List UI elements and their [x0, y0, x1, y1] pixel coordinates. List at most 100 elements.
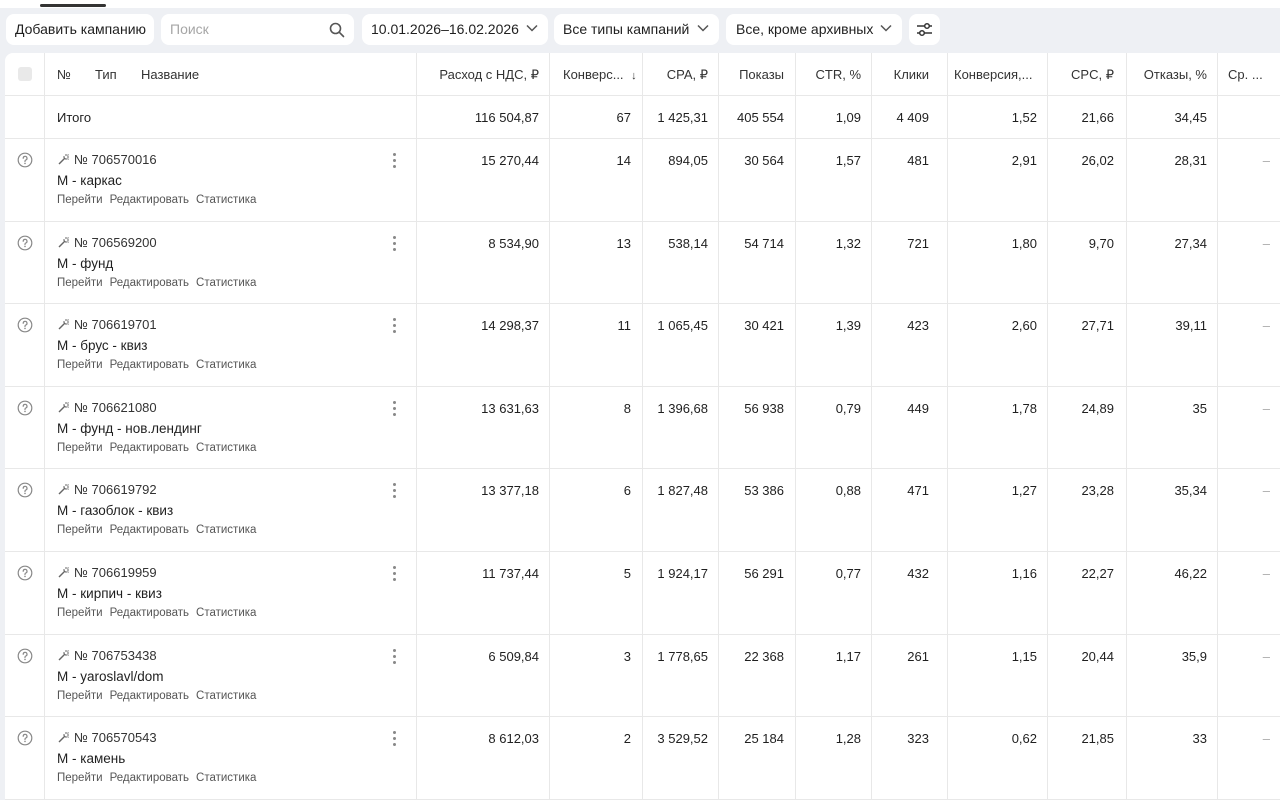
campaign-id[interactable]: № 706570016 [57, 152, 157, 167]
campaign-id[interactable]: № 706619959 [57, 565, 157, 580]
total-impressions: 405 554 [737, 110, 784, 125]
cell-conv-rate: 1,80 [1011, 235, 1037, 251]
link-stats[interactable]: Статистика [196, 689, 257, 702]
search-icon[interactable] [329, 22, 345, 38]
header-ctr[interactable]: CTR, % [815, 67, 862, 82]
campaign-links: Перейти Редактировать Статистика [57, 607, 263, 619]
link-go[interactable]: Перейти [57, 359, 103, 372]
link-go[interactable]: Перейти [57, 607, 103, 619]
cell-clicks: 261 [907, 648, 929, 664]
header-spend[interactable]: Расход с НДС, ₽ [439, 67, 539, 82]
header-clicks[interactable]: Клики [893, 67, 929, 82]
link-edit[interactable]: Редактировать [109, 524, 190, 537]
kebab-menu-icon[interactable] [393, 235, 397, 254]
question-circle-icon[interactable] [17, 565, 33, 581]
search-input[interactable]: Поиск [161, 14, 354, 45]
header-extra[interactable]: Ср. ... [1228, 67, 1263, 82]
link-go[interactable]: Перейти [57, 689, 103, 702]
campaign-id-text: № 706619701 [74, 317, 157, 333]
header-impressions[interactable]: Показы [739, 67, 784, 82]
link-stats[interactable]: Статистика [196, 359, 257, 372]
link-go[interactable]: Перейти [57, 772, 103, 785]
cell-ctr: 1,17 [835, 648, 861, 664]
cell-extra: – [1262, 483, 1270, 499]
cell-ctr: 0,79 [835, 400, 861, 416]
link-stats[interactable]: Статистика [196, 607, 257, 619]
select-all-checkbox[interactable] [18, 67, 32, 81]
header-cpa[interactable]: CPA, ₽ [666, 67, 708, 82]
link-go[interactable]: Перейти [57, 194, 103, 206]
header-num[interactable]: № [57, 67, 71, 82]
campaign-id[interactable]: № 706621080 [57, 400, 157, 415]
cell-spend: 15 270,44 [481, 153, 539, 168]
kebab-menu-icon[interactable] [393, 153, 397, 171]
kebab-menu-icon[interactable] [393, 731, 397, 749]
link-edit[interactable]: Редактировать [109, 607, 190, 619]
link-stats[interactable]: Статистика [196, 276, 257, 289]
link-stats[interactable]: Статистика [196, 194, 257, 206]
header-cpc[interactable]: CPC, ₽ [1071, 67, 1114, 82]
campaigns-table: № Тип Название Расход с НДС, ₽ Конверс..… [5, 53, 1280, 800]
campaign-id-text: № 706570016 [74, 152, 157, 167]
campaign-id[interactable]: № 706569200 [57, 235, 157, 250]
campaign-name[interactable]: М - брус - квиз [57, 338, 148, 354]
header-name[interactable]: Название [141, 67, 200, 82]
cell-impressions: 22 368 [744, 648, 784, 664]
link-edit[interactable]: Редактировать [109, 194, 190, 206]
kebab-menu-icon[interactable] [393, 400, 397, 419]
header-conversions[interactable]: Конверс... ↓ [563, 67, 637, 84]
campaign-id[interactable]: № 706753438 [57, 648, 157, 663]
campaign-name[interactable]: М - газоблок - квиз [57, 503, 174, 519]
link-edit[interactable]: Редактировать [109, 276, 190, 289]
cell-conv-rate: 1,15 [1011, 648, 1037, 664]
link-stats[interactable]: Статистика [196, 772, 257, 785]
toolbar: Добавить кампанию Поиск 10.01.2026–16.02… [0, 14, 1280, 46]
link-go[interactable]: Перейти [57, 441, 103, 454]
link-edit[interactable]: Редактировать [109, 689, 190, 702]
campaign-id[interactable]: № 706619792 [57, 482, 157, 497]
kebab-menu-icon[interactable] [393, 318, 397, 336]
link-edit[interactable]: Редактировать [109, 772, 190, 785]
campaign-name[interactable]: М - фунд [57, 255, 114, 271]
question-circle-icon[interactable] [17, 730, 33, 746]
add-campaign-button[interactable]: Добавить кампанию [6, 14, 154, 45]
link-stats[interactable]: Статистика [196, 524, 257, 537]
campaign-name[interactable]: М - каркас [57, 173, 122, 188]
column-divider [1047, 53, 1048, 800]
link-edit[interactable]: Редактировать [109, 441, 190, 454]
cell-cpc: 20,44 [1081, 648, 1114, 664]
cell-cpa: 1 396,68 [657, 400, 708, 416]
magic-wand-icon [58, 484, 69, 495]
question-circle-icon[interactable] [17, 152, 33, 168]
cell-bounces: 35,9 [1181, 648, 1207, 664]
question-circle-icon[interactable] [17, 400, 33, 416]
cell-cpc: 26,02 [1081, 153, 1114, 168]
question-circle-icon[interactable] [17, 317, 33, 333]
campaign-id-text: № 706569200 [74, 234, 157, 250]
link-edit[interactable]: Редактировать [109, 359, 190, 372]
kebab-menu-icon[interactable] [393, 483, 397, 501]
column-settings-button[interactable] [909, 14, 940, 45]
campaign-id[interactable]: № 706619701 [57, 317, 157, 332]
campaign-name[interactable]: М - фунд - нов.лендинг [57, 420, 202, 436]
question-circle-icon[interactable] [17, 648, 33, 664]
question-circle-icon[interactable] [17, 482, 33, 498]
column-divider [1126, 53, 1127, 800]
link-go[interactable]: Перейти [57, 276, 103, 289]
column-divider [795, 53, 796, 800]
archive-status-select[interactable]: Все, кроме архивных [726, 14, 902, 45]
campaign-name[interactable]: М - yaroslavl/dom [57, 668, 164, 684]
link-stats[interactable]: Статистика [196, 441, 257, 454]
header-bounces[interactable]: Отказы, % [1143, 67, 1207, 82]
kebab-menu-icon[interactable] [393, 566, 397, 584]
link-go[interactable]: Перейти [57, 524, 103, 537]
campaign-types-select[interactable]: Все типы кампаний [554, 14, 719, 45]
campaign-id[interactable]: № 706570543 [57, 730, 157, 745]
question-circle-icon[interactable] [17, 235, 33, 251]
date-range-select[interactable]: 10.01.2026–16.02.2026 [362, 14, 548, 45]
kebab-menu-icon[interactable] [393, 648, 397, 667]
campaign-name[interactable]: М - камень [57, 751, 126, 767]
header-type[interactable]: Тип [95, 67, 117, 82]
header-conv-rate[interactable]: Конверсия,... [954, 67, 1033, 82]
campaign-name[interactable]: М - кирпич - квиз [57, 586, 162, 601]
